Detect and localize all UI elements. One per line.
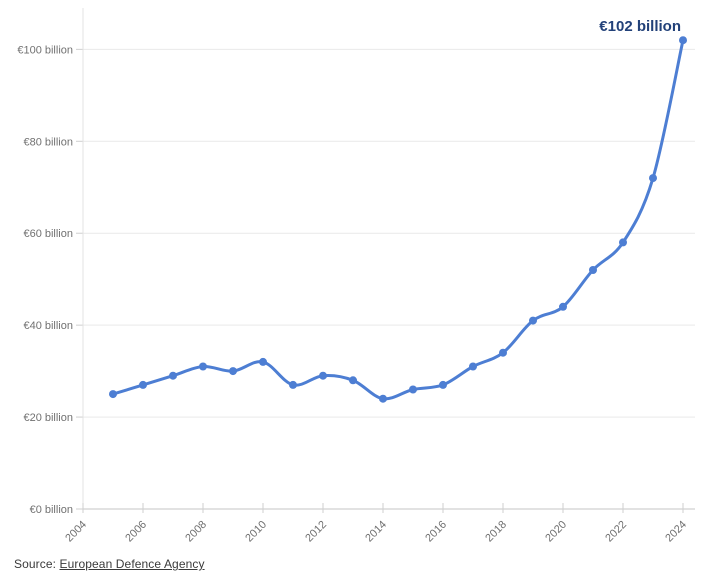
data-point	[169, 371, 177, 380]
data-line	[111, 38, 685, 401]
x-axis-label: 2006	[123, 519, 149, 545]
source-line: Source: European Defence Agency	[14, 557, 205, 571]
data-point	[409, 385, 417, 394]
y-axis-label: €100 billion	[17, 44, 73, 56]
data-point	[619, 238, 627, 247]
x-axis-label: 2010	[243, 519, 269, 545]
data-point	[199, 362, 207, 371]
x-axis-label: 2004	[63, 519, 89, 545]
data-point	[499, 348, 507, 357]
data-point	[469, 362, 477, 371]
data-point	[109, 390, 117, 399]
data-point	[679, 36, 687, 45]
x-axis-label: 2018	[483, 519, 509, 545]
y-axis-label: €60 billion	[23, 228, 73, 240]
y-axis-label: €20 billion	[23, 412, 73, 424]
annotation-label: €102 billion	[599, 18, 681, 35]
data-point	[529, 316, 537, 325]
data-point	[649, 174, 657, 183]
y-axis-label: €40 billion	[23, 320, 73, 332]
data-point	[379, 394, 387, 403]
data-point	[349, 376, 357, 385]
data-point	[259, 357, 267, 366]
y-axis-label: €0 billion	[30, 504, 73, 516]
data-point	[589, 266, 597, 274]
data-point	[439, 380, 447, 389]
x-axis-label: 2008	[183, 519, 209, 545]
line-chart: €0 billion €20 billion €40 billion €60 bill…	[17, 8, 695, 545]
x-axis-label: 2022	[603, 519, 629, 545]
data-point	[319, 371, 327, 380]
x-axis-label: 2012	[303, 519, 329, 545]
data-point	[559, 302, 567, 311]
x-axis-label: 2020	[543, 519, 569, 545]
data-point	[229, 367, 237, 376]
source-prefix: Source:	[14, 557, 60, 571]
source-link[interactable]: European Defence Agency	[59, 557, 205, 571]
x-axis-label: 2014	[363, 519, 389, 545]
x-axis-label: 2016	[423, 519, 449, 545]
data-point	[139, 380, 147, 389]
x-axis-label: 2024	[663, 519, 689, 545]
y-axis-label: €80 billion	[23, 136, 73, 148]
data-point	[289, 380, 297, 389]
